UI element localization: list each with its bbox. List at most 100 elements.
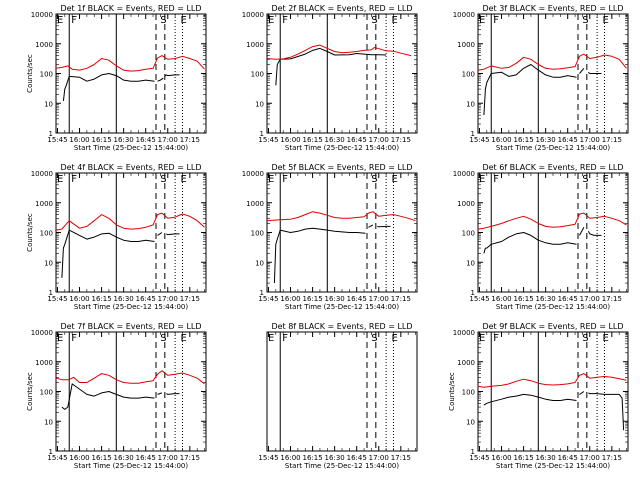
x-tick-label: 16:15 [302,136,322,144]
x-tick-label: 15:45 [469,454,489,462]
plot-frame [266,13,418,134]
x-tick-label: 17:15 [602,295,622,303]
x-tick-label: 16:00 [280,454,300,462]
x-tick-label: 16:45 [347,454,367,462]
marker-label-F: F [282,15,288,26]
x-tick-label: 17:00 [158,295,178,303]
series-line-events [368,224,374,228]
y-axis-label: Counts/sec [448,372,456,411]
x-axis-label: Start Time (25-Dec-12 15:44:00) [74,144,188,152]
marker-label-E-start: E [57,174,63,185]
x-tick-label: 15:45 [47,295,67,303]
x-tick-label: 15:45 [469,295,489,303]
series-line-lld [477,373,627,388]
panel-title: Det 9f BLACK = Events, RED = LLD [482,322,623,331]
series-line-events [483,64,577,116]
marker-label-F: F [493,174,499,185]
series-line-events [275,47,387,86]
marker-label-E-end: E [392,174,398,185]
y-tick-label: 10 [255,100,264,108]
y-tick-label: 10 [466,100,475,108]
y-tick-label: 10000 [453,170,475,178]
marker-label-S: S [160,333,166,344]
marker-label-E-end: E [181,15,187,26]
x-tick-label: 16:00 [491,295,511,303]
detector-panel-3: Det 3f BLACK = Events, RED = LLD 1 10 100 10… [453,4,629,152]
x-tick-label: 16:30 [536,454,556,462]
x-tick-label: 17:00 [580,136,600,144]
x-tick-label: 16:15 [91,295,111,303]
y-tick-label: 100 [462,230,475,238]
y-tick-label: 10 [44,100,53,108]
marker-label-S: S [160,174,166,185]
y-tick-label: 100 [40,71,53,79]
y-tick-label: 1000 [246,200,264,208]
y-tick-label: 1 [49,448,53,456]
marker-label-E-start: E [268,15,274,26]
y-tick-label: 10 [44,259,53,267]
detector-panel-2: Det 2f BLACK = Events, RED = LLD 1 10 100 10… [242,4,418,152]
y-tick-label: 10000 [242,11,264,19]
series-line-lld [55,212,205,231]
x-tick-label: 17:00 [580,295,600,303]
detector-panel-9: Det 9f BLACK = Events, RED = LLD 1 10 100 10… [448,322,629,470]
x-tick-label: 15:45 [258,136,278,144]
x-tick-label: 16:45 [347,136,367,144]
detector-panel-7: Det 7f BLACK = Events, RED = LLD 1 10 100 10… [26,322,207,470]
plot-frame [55,172,207,293]
marker-label-E-end: E [603,174,609,185]
x-tick-label: 17:00 [369,295,389,303]
y-tick-label: 100 [462,389,475,397]
plot-frame [477,172,629,293]
y-tick-label: 100 [251,230,264,238]
x-tick-label: 17:00 [369,454,389,462]
detector-panel-4: Det 4f BLACK = Events, RED = LLD 1 10 100 10… [26,163,207,311]
x-tick-label: 16:30 [114,454,134,462]
x-tick-label: 16:00 [69,295,89,303]
x-tick-label: 15:45 [258,454,278,462]
x-tick-label: 16:45 [558,454,578,462]
x-axis-label: Start Time (25-Dec-12 15:44:00) [285,144,399,152]
x-tick-label: 16:45 [347,295,367,303]
y-tick-label: 1000 [35,41,53,49]
x-tick-label: 15:45 [469,136,489,144]
panel-title: Det 1f BLACK = Events, RED = LLD [60,4,201,13]
x-tick-label: 15:45 [47,454,67,462]
y-tick-label: 100 [40,389,53,397]
x-tick-label: 16:30 [325,136,345,144]
series-line-lld [266,44,412,60]
plot-frame [55,13,207,134]
marker-label-E-end: E [603,15,609,26]
x-tick-label: 16:00 [69,136,89,144]
y-tick-label: 100 [251,71,264,79]
x-tick-label: 16:15 [302,454,322,462]
series-line-events [579,227,585,236]
x-tick-label: 17:00 [158,136,178,144]
y-axis-label: Counts/sec [26,54,34,93]
y-tick-label: 1 [260,130,264,138]
y-tick-label: 1000 [457,359,475,367]
series-line-events [157,77,164,82]
marker-label-F: F [71,15,77,26]
x-tick-label: 16:00 [280,295,300,303]
marker-label-E-start: E [479,333,485,344]
x-axis-label: Start Time (25-Dec-12 15:44:00) [285,303,399,311]
x-tick-label: 16:00 [491,454,511,462]
series-line-events [166,393,180,395]
marker-label-E-start: E [57,15,63,26]
marker-label-E-end: E [392,333,398,344]
y-tick-label: 10000 [453,11,475,19]
panel-title: Det 4f BLACK = Events, RED = LLD [60,163,201,172]
x-tick-label: 17:15 [391,136,411,144]
marker-label-F: F [282,333,288,344]
detector-panel-6: Det 6f BLACK = Events, RED = LLD 1 10 100 10… [453,163,629,311]
marker-label-E-end: E [392,15,398,26]
y-tick-label: 10 [255,259,264,267]
series-line-events [273,227,366,284]
series-line-events [483,232,577,254]
marker-label-F: F [493,15,499,26]
marker-label-E-start: E [57,333,63,344]
x-tick-label: 16:30 [114,136,134,144]
